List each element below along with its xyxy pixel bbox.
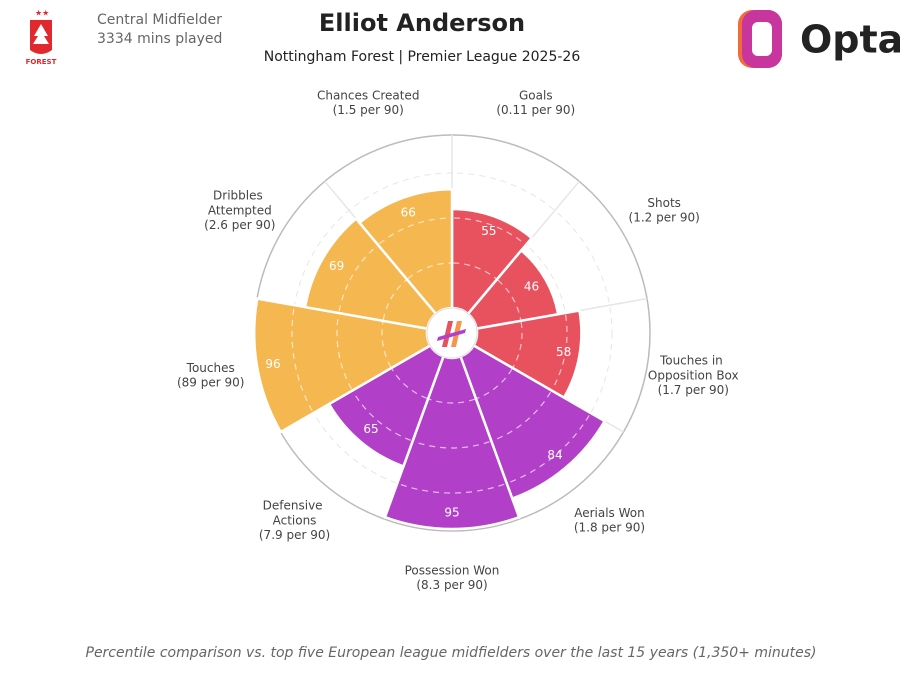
svg-text:★★: ★★ xyxy=(35,9,49,18)
category-label: Possession Won xyxy=(405,563,500,577)
category-label: Defensive Actions xyxy=(263,498,327,527)
per90-label: (0.11 per 90) xyxy=(496,103,575,117)
grid-arc xyxy=(476,368,513,399)
category-label: Shots xyxy=(647,196,681,210)
badge-text: FOREST xyxy=(26,58,57,66)
value-label: 65 xyxy=(363,422,378,436)
category-label: Dribbles Attempted xyxy=(208,188,272,217)
logo-text: Opta xyxy=(800,18,900,62)
chart-title: Elliot Anderson xyxy=(319,9,525,37)
per90-label: (89 per 90) xyxy=(177,376,244,390)
grid-arc xyxy=(414,441,490,449)
chart-subtitle: Nottingham Forest | Premier League 2025-… xyxy=(264,49,581,65)
value-label: 46 xyxy=(524,280,539,294)
note: Percentile comparison vs. top five Europ… xyxy=(86,645,817,661)
grid-arc xyxy=(512,321,523,368)
grid-arc xyxy=(381,321,392,368)
grid-arc xyxy=(407,262,451,280)
grid-arc xyxy=(492,391,552,441)
category-label: Goals xyxy=(519,88,553,102)
grid-arc xyxy=(497,279,522,320)
per90-label: (1.5 per 90) xyxy=(333,103,404,117)
grid-arc xyxy=(338,245,377,312)
grid-arc xyxy=(453,262,497,280)
grid-arc xyxy=(552,314,568,390)
grid-arc xyxy=(291,307,313,411)
value-label: 96 xyxy=(265,357,280,371)
grid-arc xyxy=(352,391,412,441)
value-label: 55 xyxy=(481,224,496,238)
hub-mark xyxy=(437,329,466,341)
grid-arc xyxy=(382,279,407,320)
grid-arc xyxy=(336,314,352,390)
value-label: 95 xyxy=(444,506,459,520)
grid-arc xyxy=(429,398,475,404)
club-badge: FOREST ★★ xyxy=(26,9,57,67)
value-label: 66 xyxy=(401,205,416,219)
grid-arc xyxy=(399,483,505,494)
per90-label: (8.3 per 90) xyxy=(416,578,487,592)
position: Central Midfielder xyxy=(97,12,222,28)
category-label: Touches xyxy=(186,361,235,375)
per90-label: (2.6 per 90) xyxy=(204,218,275,232)
category-label: Chances Created xyxy=(317,88,419,102)
minutes: 3334 mins played xyxy=(97,31,222,47)
grid-arc xyxy=(391,368,428,399)
per90-label: (1.7 per 90) xyxy=(658,383,729,397)
pizza-chart: 55 Goals(0.11 per 90) 46 Shots(1.2 per 90) 5… xyxy=(177,88,739,592)
category-label: Aerials Won xyxy=(574,506,645,520)
grid-arc xyxy=(509,415,590,483)
per90-label: (1.8 per 90) xyxy=(574,521,645,535)
value-label: 84 xyxy=(547,448,562,462)
opta-logo: Opta xyxy=(738,10,900,68)
category-label: Touches in Opposition Box xyxy=(648,353,739,382)
value-label: 58 xyxy=(556,345,571,359)
per90-label: (1.2 per 90) xyxy=(629,211,700,225)
grid-arc xyxy=(453,217,525,245)
per90-label: (7.9 per 90) xyxy=(259,528,330,542)
value-label: 69 xyxy=(329,259,344,273)
hub-mark xyxy=(442,321,453,347)
grid-arc xyxy=(379,217,451,245)
